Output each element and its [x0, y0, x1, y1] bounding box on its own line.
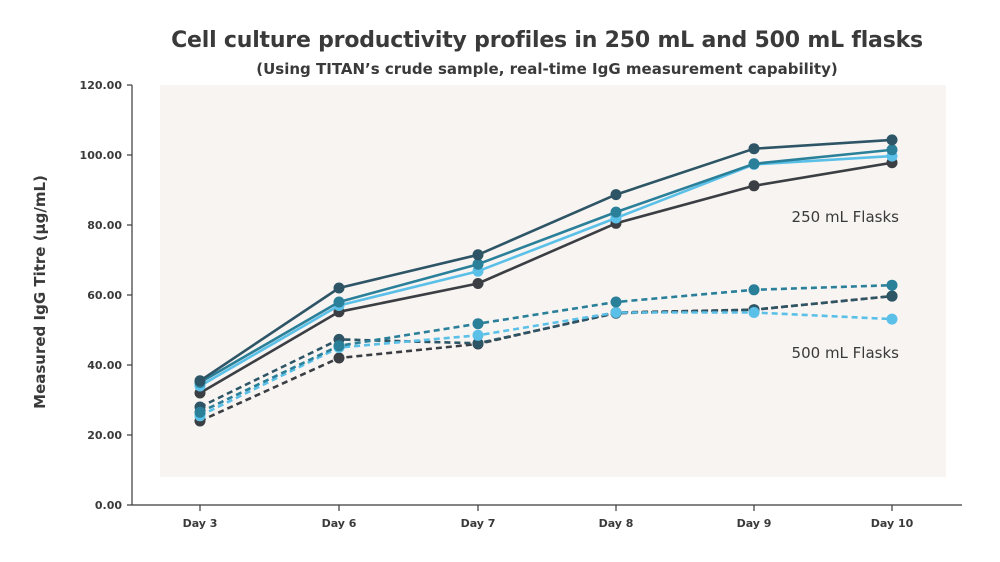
annotation-500ml: 500 mL Flasks — [792, 344, 900, 362]
data-point — [886, 279, 898, 291]
y-ticks: 0.00 20.00 40.00 60.00 80.00 100.00 120.00 — [80, 79, 132, 512]
data-point — [886, 144, 898, 156]
data-point — [472, 278, 484, 289]
series-line — [199, 294, 893, 409]
data-point — [610, 307, 622, 318]
chart-subtitle: (Using TITAN’s crude sample, real-time I… — [256, 60, 838, 78]
data-point — [748, 180, 760, 192]
data-point — [610, 206, 622, 218]
x-tick-label: Day 10 — [871, 517, 914, 530]
series-5 — [194, 279, 898, 418]
chart-title: Cell culture productivity profiles in 25… — [171, 28, 923, 53]
data-point — [333, 296, 345, 308]
series-layer — [194, 134, 898, 427]
series-line — [199, 138, 893, 382]
y-tick-label: 80.00 — [87, 219, 122, 232]
x-ticks: Day 3 Day 6 Day 7 Day 8 Day 9 Day 10 — [183, 505, 914, 530]
series-line — [199, 148, 893, 384]
data-point — [610, 296, 622, 308]
series-line — [199, 161, 893, 395]
data-point — [333, 282, 345, 294]
data-point — [886, 290, 898, 302]
data-point — [472, 258, 484, 270]
plot-background — [160, 85, 946, 477]
y-tick-label: 120.00 — [80, 79, 123, 92]
data-point — [748, 307, 760, 318]
x-tick-label: Day 7 — [461, 517, 496, 530]
data-point — [333, 340, 345, 352]
data-point — [472, 337, 484, 349]
series-line — [199, 311, 893, 417]
series-line — [199, 283, 893, 414]
x-tick-label: Day 9 — [737, 517, 772, 530]
data-point — [748, 143, 760, 155]
y-tick-label: 20.00 — [87, 429, 122, 442]
y-axis-label: Measured IgG Titre (µg/mL) — [31, 175, 49, 409]
data-point — [472, 249, 484, 261]
annotation-250ml: 250 mL Flasks — [792, 208, 900, 226]
data-point — [472, 329, 484, 341]
data-point — [194, 406, 206, 418]
series-line — [199, 154, 893, 388]
y-tick-label: 60.00 — [87, 289, 122, 302]
y-tick-label: 100.00 — [80, 149, 123, 162]
series-1 — [194, 134, 898, 387]
y-tick-label: 40.00 — [87, 359, 122, 372]
x-tick-label: Day 6 — [322, 517, 357, 530]
data-point — [886, 134, 898, 146]
data-point — [194, 375, 206, 387]
y-tick-label: 0.00 — [95, 499, 122, 512]
data-point — [748, 158, 760, 170]
data-point — [886, 313, 898, 325]
data-point — [472, 318, 484, 330]
x-tick-label: Day 3 — [183, 517, 218, 530]
x-tick-label: Day 8 — [599, 517, 634, 530]
data-point — [333, 352, 345, 364]
data-point — [748, 284, 760, 296]
data-point — [610, 189, 622, 201]
